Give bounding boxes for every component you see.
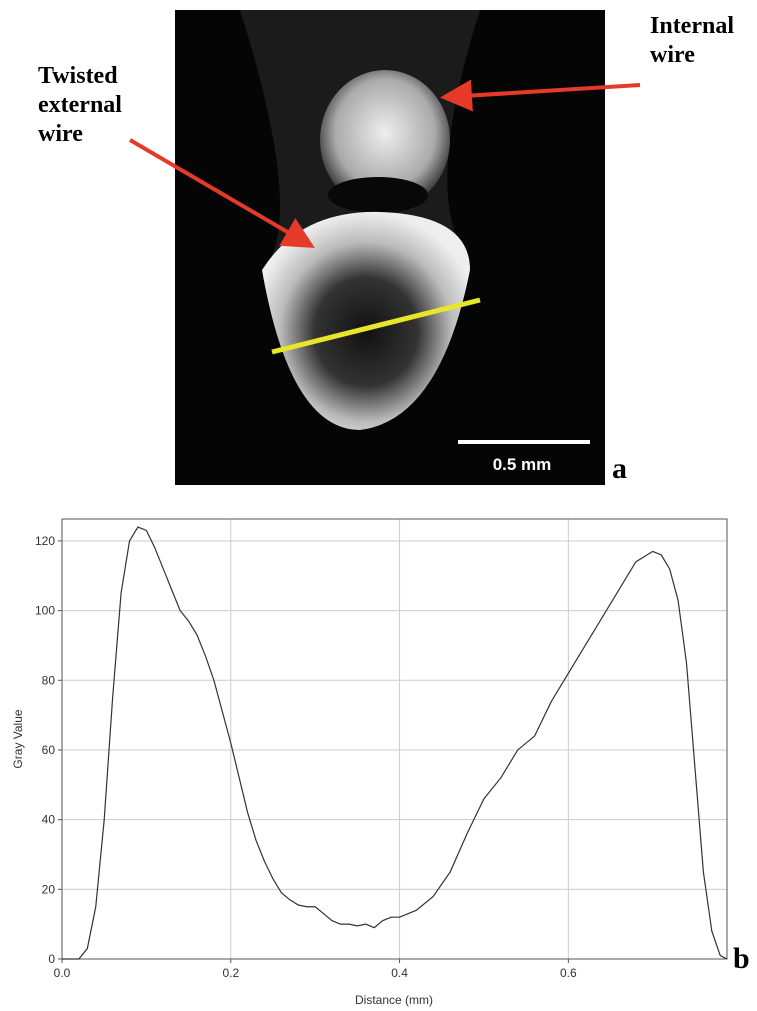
y-axis-label: Gray Value — [11, 709, 25, 768]
y-tick-label: 120 — [35, 534, 55, 548]
ct-image — [175, 10, 605, 485]
annotation: Internal wire — [650, 13, 734, 68]
arrow — [128, 138, 315, 249]
y-tick-label: 20 — [42, 882, 56, 896]
plot-frame — [61, 518, 728, 960]
plot-area — [61, 518, 728, 960]
data-line — [62, 526, 728, 960]
y-tick-label: 100 — [35, 604, 55, 618]
y-tick-label: 0 — [48, 952, 55, 966]
scale-bar-label: 0.5 mm — [493, 455, 552, 474]
x-tick-label: 0.6 — [560, 966, 577, 980]
panel-letter: b — [733, 942, 750, 975]
x-axis-label: Distance (mm) — [355, 993, 433, 1007]
x-tick-label: 0.0 — [54, 966, 71, 980]
panel-letter: a — [612, 452, 627, 485]
arrow — [440, 79, 641, 112]
y-tick-label: 40 — [42, 813, 56, 827]
annotation: Twisted external wire — [38, 63, 122, 147]
y-tick-label: 60 — [42, 743, 56, 757]
x-tick-label: 0.4 — [391, 966, 408, 980]
y-tick-label: 80 — [42, 673, 56, 687]
x-tick-label: 0.2 — [222, 966, 239, 980]
plot: 0 20 40 60 80 100 120 0.0 0.2 0.4 0.6 — [35, 518, 728, 980]
